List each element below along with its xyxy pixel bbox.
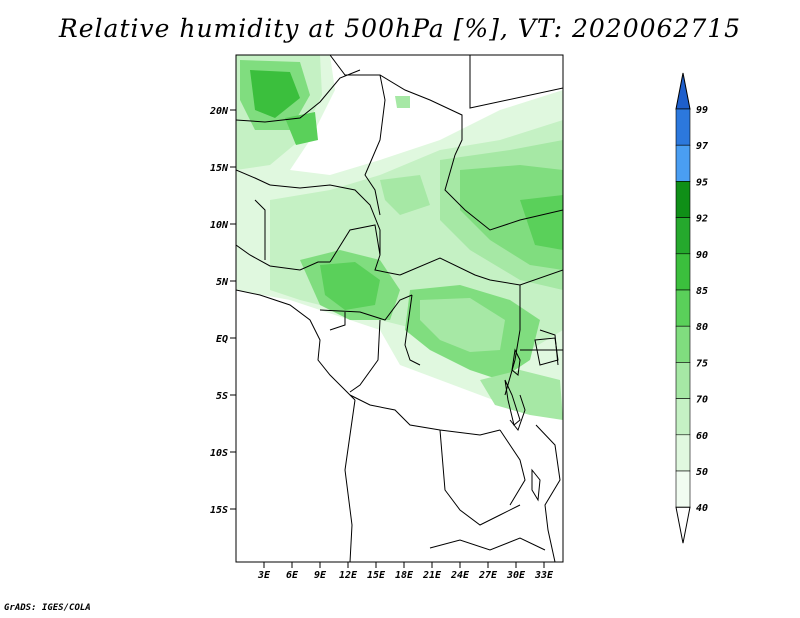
lon-label: 9E [314, 570, 327, 581]
colorbar-label: 97 [696, 141, 708, 152]
colorbar-swatch [675, 325, 691, 363]
colorbar-label: 80 [696, 322, 708, 333]
lon-label: 30E [506, 570, 526, 581]
latitude-axis: 20N 15N 10N 5N EQ 5S 10S 15S [209, 106, 236, 516]
colorbar-swatch [675, 217, 691, 255]
lat-label: 5S [216, 391, 228, 402]
colorbar-swatch [675, 470, 691, 508]
lat-label: EQ [216, 334, 228, 345]
longitude-axis: 3E 6E 9E 12E 15E 18E 21E 24E 27E 30E 33E [257, 562, 554, 581]
colorbar-label: 85 [696, 286, 708, 297]
lon-label: 21E [422, 570, 442, 581]
colorbar-label: 60 [696, 431, 708, 442]
lat-label: 15N [210, 163, 229, 174]
colorbar-swatch [675, 434, 691, 472]
colorbar-swatch [675, 398, 691, 436]
lon-label: 6E [286, 570, 299, 581]
map-frame [235, 54, 564, 563]
colorbar-label: 90 [696, 250, 708, 261]
lon-label: 12E [339, 570, 358, 581]
colorbar-label: 92 [696, 214, 708, 225]
lakes [504, 337, 559, 502]
map-title: Relative humidity at 500hPa [%], VT: 202… [58, 14, 742, 43]
colorbar-swatch [675, 362, 691, 399]
colorbar-label: 40 [696, 503, 708, 514]
colorbar-label: 99 [696, 105, 708, 116]
lon-label: 27E [478, 570, 498, 581]
lon-label: 3E [257, 570, 271, 581]
colorbar-label: 95 [696, 177, 708, 188]
colorbar-label: 50 [696, 467, 708, 478]
lon-label: 18E [395, 570, 414, 581]
colorbar-bottom-arrow [675, 506, 691, 544]
colorbar-swatch [675, 181, 691, 218]
grads-credit: GrADS: IGES/COLA [4, 603, 91, 613]
colorbar-swatch [675, 253, 691, 291]
lon-label: 33E [534, 570, 554, 581]
lat-label: 20N [209, 106, 229, 117]
lat-label: 10S [210, 448, 228, 459]
colorbar-label: 70 [696, 395, 708, 406]
colorbar: 99 97 95 92 90 85 80 75 70 60 50 40 [675, 72, 708, 544]
lat-label: 15S [210, 505, 228, 516]
colorbar-top-arrow [675, 72, 691, 110]
lat-label: 10N [210, 220, 229, 231]
colorbar-swatch [675, 289, 691, 327]
humidity-shading [236, 55, 563, 420]
colorbar-swatch [675, 108, 691, 146]
lon-label: 15E [367, 570, 386, 581]
lat-label: 5N [216, 277, 229, 288]
colorbar-label: 75 [696, 358, 708, 369]
colorbar-swatch [675, 144, 691, 182]
lon-label: 24E [450, 570, 470, 581]
